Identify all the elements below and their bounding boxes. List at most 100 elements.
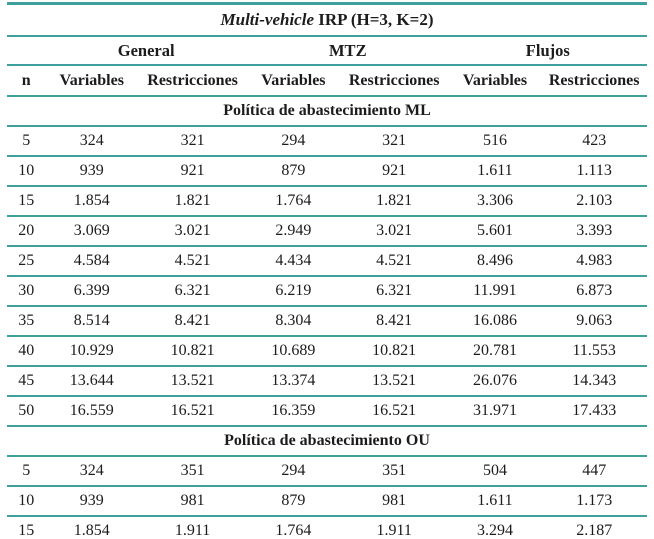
value-cell: 2.949 bbox=[246, 216, 340, 247]
value-cell: 17.433 bbox=[541, 396, 647, 427]
value-cell: 10.929 bbox=[45, 336, 139, 367]
group-header-flujos: Flujos bbox=[448, 36, 647, 66]
value-cell: 16.521 bbox=[339, 396, 449, 427]
value-cell: 1.911 bbox=[339, 516, 449, 539]
value-cell: 351 bbox=[138, 456, 247, 487]
n-cell: 10 bbox=[7, 156, 46, 187]
column-header-general-restricciones: Restricciones bbox=[138, 65, 247, 97]
table-title-regular-part: IRP (H=3, K=2) bbox=[314, 10, 434, 29]
value-cell: 3.393 bbox=[541, 216, 647, 247]
table-row: 10 939 981 879 981 1.611 1.173 bbox=[7, 486, 647, 517]
value-cell: 447 bbox=[541, 456, 647, 487]
group-header-general: General bbox=[45, 36, 247, 66]
value-cell: 504 bbox=[448, 456, 542, 487]
value-cell: 1.113 bbox=[541, 156, 647, 187]
table-body: Política de abastecimiento ML 5 324 321 294 3… bbox=[7, 96, 647, 539]
value-cell: 1.764 bbox=[246, 186, 340, 217]
group-header-spacer bbox=[7, 36, 46, 66]
value-cell: 8.514 bbox=[45, 306, 139, 337]
value-cell: 4.584 bbox=[45, 246, 139, 277]
value-cell: 3.021 bbox=[138, 216, 247, 247]
value-cell: 3.294 bbox=[448, 516, 542, 539]
column-header-mtz-variables: Variables bbox=[246, 65, 340, 97]
value-cell: 1.611 bbox=[448, 156, 542, 187]
value-cell: 10.821 bbox=[339, 336, 449, 367]
value-cell: 16.086 bbox=[448, 306, 542, 337]
value-cell: 4.983 bbox=[541, 246, 647, 277]
value-cell: 16.521 bbox=[138, 396, 247, 427]
value-cell: 1.764 bbox=[246, 516, 340, 539]
value-cell: 1.854 bbox=[45, 516, 139, 539]
value-cell: 6.399 bbox=[45, 276, 139, 307]
n-cell: 15 bbox=[7, 186, 46, 217]
value-cell: 981 bbox=[138, 486, 247, 517]
irp-results-table: Multi-vehicle IRP (H=3, K=2) General MTZ… bbox=[7, 2, 647, 539]
table-row: 30 6.399 6.321 6.219 6.321 11.991 6.873 bbox=[7, 276, 647, 307]
value-cell: 6.321 bbox=[138, 276, 247, 307]
column-header-row: n Variables Restricciones Variables Rest… bbox=[7, 65, 647, 97]
value-cell: 4.521 bbox=[138, 246, 247, 277]
value-cell: 9.063 bbox=[541, 306, 647, 337]
value-cell: 294 bbox=[246, 126, 340, 157]
section-header-label: Política de abastecimiento OU bbox=[7, 426, 647, 457]
table-row: 15 1.854 1.911 1.764 1.911 3.294 2.187 bbox=[7, 516, 647, 539]
n-cell: 25 bbox=[7, 246, 46, 277]
value-cell: 294 bbox=[246, 456, 340, 487]
value-cell: 2.103 bbox=[541, 186, 647, 217]
value-cell: 939 bbox=[45, 156, 139, 187]
value-cell: 516 bbox=[448, 126, 542, 157]
value-cell: 20.781 bbox=[448, 336, 542, 367]
value-cell: 16.359 bbox=[246, 396, 340, 427]
group-header-mtz: MTZ bbox=[246, 36, 449, 66]
n-cell: 15 bbox=[7, 516, 46, 539]
n-cell: 10 bbox=[7, 486, 46, 517]
value-cell: 423 bbox=[541, 126, 647, 157]
value-cell: 1.611 bbox=[448, 486, 542, 517]
n-cell: 5 bbox=[7, 126, 46, 157]
value-cell: 324 bbox=[45, 126, 139, 157]
table-row: 5 324 321 294 321 516 423 bbox=[7, 126, 647, 157]
value-cell: 8.421 bbox=[138, 306, 247, 337]
value-cell: 8.304 bbox=[246, 306, 340, 337]
value-cell: 879 bbox=[246, 486, 340, 517]
table-row: 10 939 921 879 921 1.611 1.113 bbox=[7, 156, 647, 187]
value-cell: 13.374 bbox=[246, 366, 340, 397]
value-cell: 8.421 bbox=[339, 306, 449, 337]
value-cell: 4.434 bbox=[246, 246, 340, 277]
value-cell: 11.991 bbox=[448, 276, 542, 307]
value-cell: 351 bbox=[339, 456, 449, 487]
value-cell: 13.521 bbox=[138, 366, 247, 397]
value-cell: 981 bbox=[339, 486, 449, 517]
table-row: 35 8.514 8.421 8.304 8.421 16.086 9.063 bbox=[7, 306, 647, 337]
value-cell: 6.219 bbox=[246, 276, 340, 307]
value-cell: 879 bbox=[246, 156, 340, 187]
value-cell: 921 bbox=[339, 156, 449, 187]
value-cell: 26.076 bbox=[448, 366, 542, 397]
column-header-flujos-restricciones: Restricciones bbox=[541, 65, 647, 97]
value-cell: 3.069 bbox=[45, 216, 139, 247]
value-cell: 11.553 bbox=[541, 336, 647, 367]
value-cell: 13.521 bbox=[339, 366, 449, 397]
n-cell: 20 bbox=[7, 216, 46, 247]
table-row: 40 10.929 10.821 10.689 10.821 20.781 11.553 bbox=[7, 336, 647, 367]
value-cell: 921 bbox=[138, 156, 247, 187]
value-cell: 939 bbox=[45, 486, 139, 517]
value-cell: 3.306 bbox=[448, 186, 542, 217]
value-cell: 1.821 bbox=[138, 186, 247, 217]
table-row: 45 13.644 13.521 13.374 13.521 26.076 14.343 bbox=[7, 366, 647, 397]
group-header-row: General MTZ Flujos bbox=[7, 36, 647, 66]
n-cell: 45 bbox=[7, 366, 46, 397]
table-row: 25 4.584 4.521 4.434 4.521 8.496 4.983 bbox=[7, 246, 647, 277]
value-cell: 31.971 bbox=[448, 396, 542, 427]
n-cell: 5 bbox=[7, 456, 46, 487]
value-cell: 6.321 bbox=[339, 276, 449, 307]
column-header-general-variables: Variables bbox=[45, 65, 139, 97]
value-cell: 4.521 bbox=[339, 246, 449, 277]
column-header-flujos-variables: Variables bbox=[448, 65, 542, 97]
n-cell: 35 bbox=[7, 306, 46, 337]
table-row: 20 3.069 3.021 2.949 3.021 5.601 3.393 bbox=[7, 216, 647, 247]
value-cell: 1.911 bbox=[138, 516, 247, 539]
n-cell: 50 bbox=[7, 396, 46, 427]
table-title: Multi-vehicle IRP (H=3, K=2) bbox=[7, 2, 647, 37]
